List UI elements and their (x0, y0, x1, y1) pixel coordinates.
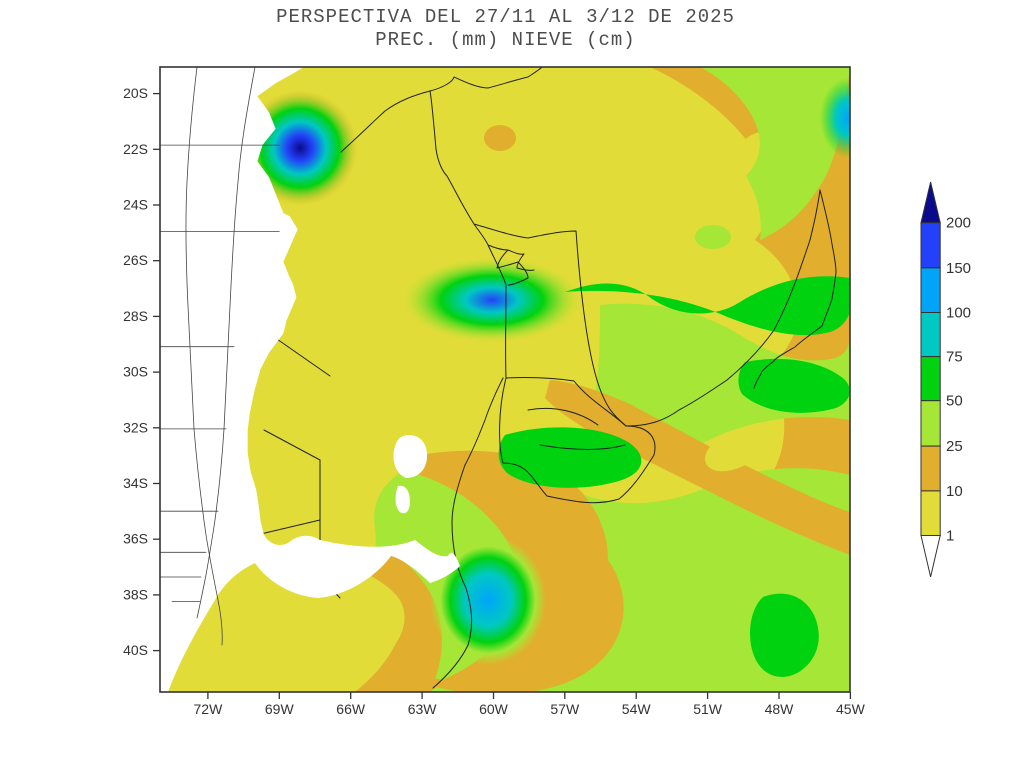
svg-text:24S: 24S (123, 197, 148, 213)
svg-text:36S: 36S (123, 531, 148, 547)
svg-text:63W: 63W (408, 701, 438, 717)
svg-text:38S: 38S (123, 586, 148, 602)
svg-text:20S: 20S (123, 85, 148, 101)
svg-text:28S: 28S (123, 308, 148, 324)
svg-text:40S: 40S (123, 642, 148, 658)
svg-text:48W: 48W (765, 701, 795, 717)
svg-text:32S: 32S (123, 419, 148, 435)
svg-text:30S: 30S (123, 364, 148, 380)
svg-text:200: 200 (946, 215, 971, 232)
svg-text:150: 150 (946, 260, 971, 277)
svg-text:66W: 66W (336, 701, 366, 717)
svg-text:69W: 69W (265, 701, 295, 717)
svg-text:25: 25 (946, 438, 963, 455)
svg-text:51W: 51W (693, 701, 723, 717)
svg-text:34S: 34S (123, 475, 148, 491)
svg-text:60W: 60W (479, 701, 509, 717)
svg-text:75: 75 (946, 349, 963, 366)
svg-text:26S: 26S (123, 252, 148, 268)
svg-text:10: 10 (946, 483, 963, 500)
svg-text:50: 50 (946, 393, 963, 410)
svg-text:57W: 57W (550, 701, 580, 717)
svg-text:1: 1 (946, 528, 954, 545)
svg-text:22S: 22S (123, 141, 148, 157)
svg-text:72W: 72W (194, 701, 224, 717)
svg-text:54W: 54W (622, 701, 652, 717)
svg-text:45W: 45W (836, 701, 866, 717)
svg-text:100: 100 (946, 305, 971, 322)
